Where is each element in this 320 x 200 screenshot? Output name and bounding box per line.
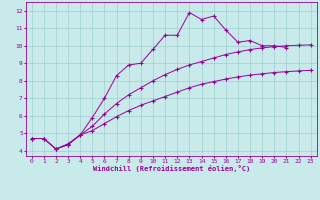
X-axis label: Windchill (Refroidissement éolien,°C): Windchill (Refroidissement éolien,°C) — [92, 165, 250, 172]
